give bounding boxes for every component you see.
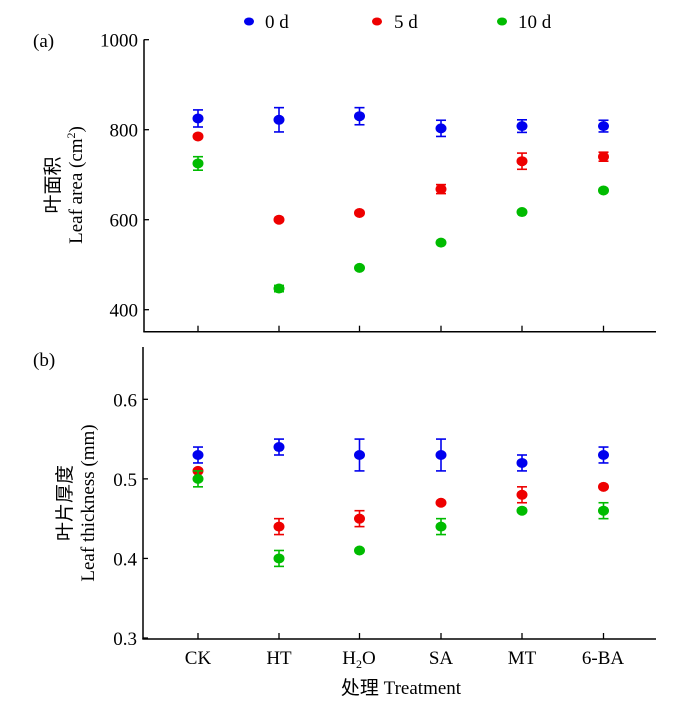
panel-a-y-axis-title-en: Leaf area (cm2) [64,126,87,244]
data-point-10d-6-ba [598,185,609,196]
legend-item-10d: 10 d [497,12,552,33]
data-point-10d-mt [516,505,528,516]
y-tick-label: 0.5 [113,470,137,491]
panel-a-x-ticks [197,325,605,332]
panel-a-points [192,106,609,294]
y-tick-label: 1000 [100,31,138,52]
data-point-0d-ck [192,113,204,124]
x-axis-title-cn: 处理 [341,677,379,699]
data-point-0d-sa [435,123,447,134]
data-point-5d-sa [435,497,447,508]
panel-a-y-ticks: 400 600 800 1000 [100,31,149,322]
panel-a-label: (a) [33,31,54,52]
x-tick-label-ht: HT [266,648,292,669]
data-point-5d-ht [273,214,285,225]
panel-a-y-axis-title-cn: 叶面积 [42,156,64,213]
panel-b-y-axis-title: Leaf thickness (mm) 叶片厚度 [54,424,99,581]
panel-a-ylabel-sup: 2 [64,132,78,138]
panel-b-y-axis-title-en: Leaf thickness (mm) [78,424,99,581]
panel-b-y-ticks: 0.3 0.4 0.5 0.6 [113,390,148,650]
x-tick-label-h2o: H2O [342,648,375,671]
data-point-10d-6-ba [598,505,609,516]
x-tick-labels: CK HT H2O SA MT 6-BA [185,648,625,671]
data-point-5d-h2o [354,207,365,218]
data-point-0d-ht [273,114,285,125]
legend-marker-10d [497,17,507,26]
x-axis-title: 处理 Treatment [341,677,462,699]
legend-label-0d: 0 d [265,12,289,33]
data-point-10d-sa [435,237,447,248]
data-point-5d-6-ba [598,151,609,162]
legend: 0 d 5 d 10 d [244,12,552,33]
x-tick-label-h2o-h: H [342,648,356,669]
y-tick-label: 0.4 [113,549,137,570]
y-tick-label: 400 [110,301,139,322]
data-point-0d-ht [273,442,285,453]
panel-a: (a) 400 600 800 1000 Leaf area (cm2) 叶面积 [33,31,656,333]
x-tick-label-6ba: 6-BA [582,648,625,669]
legend-marker-5d [372,17,382,26]
data-point-5d-h2o [354,513,365,524]
data-point-10d-ck [192,158,204,169]
legend-marker-0d [244,17,254,26]
data-point-0d-mt [516,121,528,132]
panel-a-ylabel-en: Leaf area (cm [66,138,87,244]
data-point-5d-ck [192,131,204,142]
data-point-5d-6-ba [598,481,609,492]
panel-b-x-ticks [197,633,605,639]
x-tick-label-ck: CK [185,648,212,669]
data-point-10d-sa [435,521,447,532]
data-point-10d-mt [516,207,528,218]
x-axis-title-en: Treatment [384,678,462,699]
x-tick-label-h2o-sub: 2 [356,657,362,671]
data-point-10d-ht [273,283,285,294]
data-point-5d-ht [273,521,285,532]
data-point-10d-ht [273,553,285,564]
y-tick-label: 600 [110,211,139,232]
panel-b-y-axis-title-cn: 叶片厚度 [54,465,76,541]
x-tick-label-sa: SA [429,648,454,669]
data-point-10d-ck [192,473,204,484]
legend-label-5d: 5 d [394,12,418,33]
legend-item-5d: 5 d [372,12,418,33]
x-tick-label-mt: MT [508,648,537,669]
panel-b: (b) 0.3 0.4 0.5 0.6 Leaf thickness (mm) 叶片厚… [33,347,656,699]
data-point-0d-6-ba [598,121,609,132]
x-tick-label-h2o-o: O [362,648,376,669]
y-tick-label: 0.3 [113,629,137,650]
panel-b-points [192,438,609,568]
legend-label-10d: 10 d [518,12,552,33]
data-point-0d-h2o [354,449,365,460]
legend-item-0d: 0 d [244,12,289,33]
data-point-10d-h2o [354,262,365,273]
panel-b-label: (b) [33,350,55,371]
data-point-0d-ck [192,449,204,460]
data-point-0d-sa [435,449,447,460]
panel-a-y-axis-title: Leaf area (cm2) 叶面积 [42,126,87,244]
data-point-5d-sa [435,184,447,195]
y-tick-label: 800 [110,121,139,142]
data-point-5d-mt [516,489,528,500]
data-point-5d-mt [516,156,528,167]
data-point-10d-h2o [354,545,365,556]
y-tick-label: 0.6 [113,390,137,411]
data-point-0d-6-ba [598,449,609,460]
panel-a-ylabel-close: ) [66,126,87,132]
data-point-0d-h2o [354,111,365,122]
data-point-0d-mt [516,457,528,468]
